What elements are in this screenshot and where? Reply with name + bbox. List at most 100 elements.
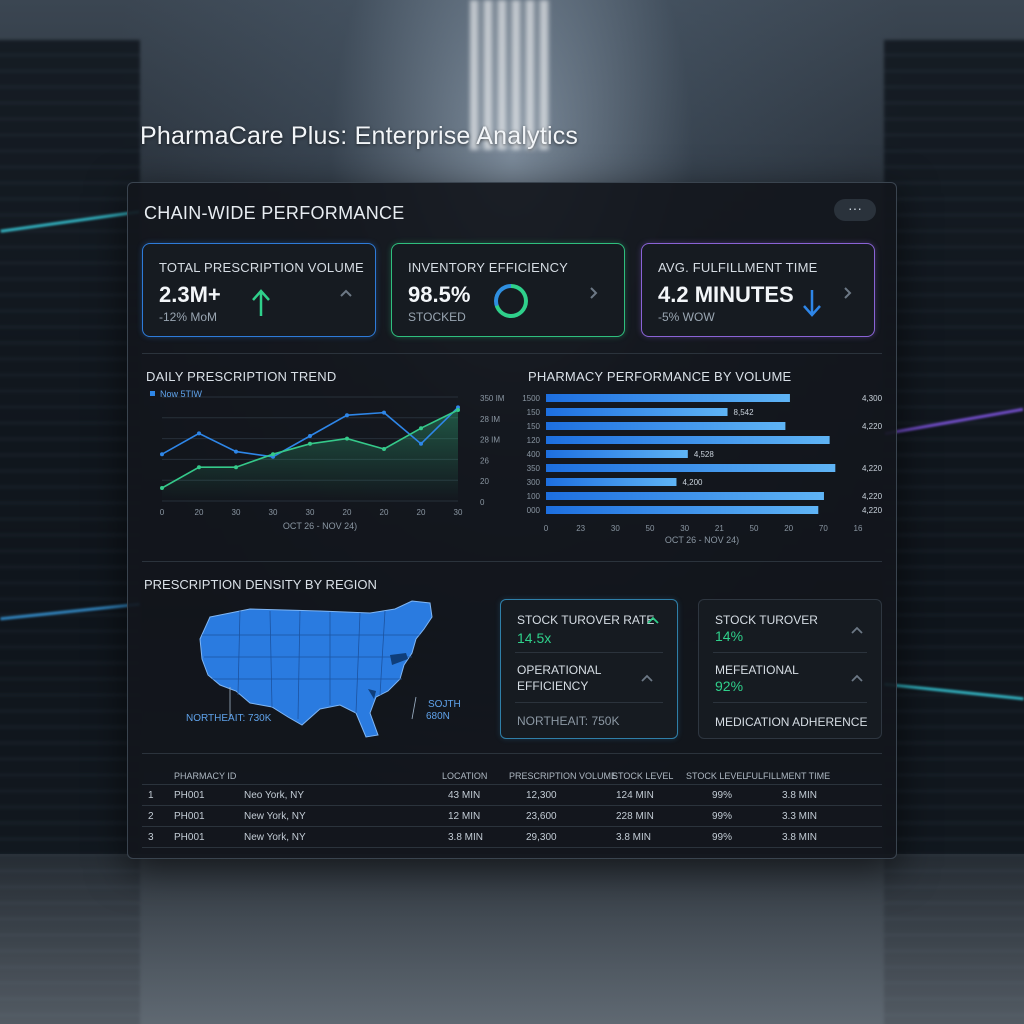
- bar: [546, 478, 677, 486]
- column-header[interactable]: PRESCRIPTION VOLUME: [509, 771, 618, 781]
- x-tick-label: 20: [195, 508, 204, 517]
- data-point: [234, 449, 238, 454]
- map-label-south-value: 680N: [426, 711, 450, 722]
- category-label: 400: [527, 450, 541, 459]
- chevron-right-icon: [590, 287, 598, 299]
- more-options-button[interactable]: ···: [834, 199, 876, 221]
- table-cell-pct: 99%: [712, 832, 733, 843]
- y-tick-label: 350 IM: [480, 394, 505, 403]
- x-tick-label: 30: [232, 508, 241, 517]
- stat-value: 92%: [715, 678, 744, 694]
- table-cell-city: Neo York, NY: [244, 790, 305, 801]
- stat-label: OPERATIONAL: [517, 663, 602, 677]
- bar-chart-title: PHARMACY PERFORMANCE BY VOLUME: [528, 369, 792, 384]
- x-tick-label: 20: [380, 508, 389, 517]
- data-point: [345, 436, 349, 441]
- trend-line-chart: 350 IM 28 IM 28 IM 26 20 0 0 20 30 30 30 20 20 20 30 OC…: [150, 389, 505, 531]
- x-tick-label: 20: [343, 508, 352, 517]
- arrow-down-icon: [803, 290, 821, 317]
- x-tick-label: 30: [454, 508, 463, 517]
- column-header[interactable]: PHARMACY ID: [174, 771, 237, 781]
- chevron-right-icon: [844, 287, 852, 299]
- x-tick-label: 20: [784, 524, 793, 533]
- column-header[interactable]: STOCK LEVEL: [612, 771, 674, 781]
- x-tick-label: 23: [576, 524, 585, 533]
- data-point: [419, 441, 423, 446]
- bar: [546, 464, 836, 472]
- table-header: PHARMACY ID LOCATION PRESCRIPTION VOLUME…: [142, 765, 882, 785]
- x-tick-label: 30: [306, 508, 315, 517]
- panel-title: CHAIN-WIDE PERFORMANCE: [144, 203, 405, 223]
- stat-label: STOCK TUROVER RATE: [517, 613, 655, 627]
- stat-card-stock-turnover-rate[interactable]: STOCK TUROVER RATE 14.5x OPERATIONAL EFF…: [500, 599, 678, 739]
- table-row[interactable]: 2 PH001 New York, NY 12 MIN 23,600 228 MIN 99%…: [142, 806, 882, 827]
- category-label: 1500: [522, 394, 540, 403]
- kpi-card-prescription-volume[interactable]: TOTAL PRESCRIPTION VOLUME 2.3M+ -12% MoM: [142, 243, 376, 337]
- table-cell-pct: 99%: [712, 790, 733, 801]
- divider: [713, 652, 867, 653]
- x-tick-label: 0: [160, 508, 165, 517]
- legend-label: Now 5TIW: [160, 389, 203, 399]
- y-tick-label: 0: [480, 498, 485, 507]
- us-density-map[interactable]: [180, 595, 450, 745]
- stat-value: 14%: [715, 628, 744, 644]
- table-row[interactable]: 1 PH001 Neo York, NY 43 MIN 12,300 124 MIN 99%…: [142, 785, 882, 806]
- column-header[interactable]: LOCATION: [442, 771, 488, 781]
- x-tick-label: 70: [819, 524, 828, 533]
- x-tick-label: 30: [680, 524, 689, 533]
- bar: [546, 492, 824, 500]
- stat-footer: NORTHEAIT: 750K: [517, 714, 620, 728]
- table-cell-vol: 12,300: [526, 790, 557, 801]
- table-cell-n: 1: [148, 790, 154, 801]
- chevron-up-icon: [340, 289, 352, 297]
- category-label: 150: [527, 408, 541, 417]
- kpi-card-fulfillment-time[interactable]: AVG. FULFILLMENT TIME 4.2 MINUTES -5% WO…: [641, 243, 875, 337]
- page-title: PharmaCare Plus: Enterprise Analytics: [140, 122, 579, 150]
- data-point: [382, 447, 386, 451]
- x-tick-label: 30: [269, 508, 278, 517]
- column-header[interactable]: FULFILLMENT TIME: [746, 771, 831, 781]
- table-cell-n: 2: [148, 811, 154, 822]
- table-cell-loc: 3.8 MIN: [448, 832, 484, 843]
- data-label: 8,542: [734, 408, 755, 417]
- pharmacy-table: PHARMACY ID LOCATION PRESCRIPTION VOLUME…: [142, 765, 882, 848]
- y-tick-label: 20: [480, 477, 489, 486]
- x-tick-label: 21: [715, 524, 724, 533]
- x-tick-label: 16: [854, 524, 863, 533]
- category-label: 000: [527, 506, 541, 515]
- stat-card-stock-turnover[interactable]: STOCK TUROVER 14% MEFEATIONAL 92% MEDICA…: [698, 599, 882, 739]
- series-area: [162, 410, 458, 501]
- table-cell-city: New York, NY: [244, 811, 306, 822]
- kpi-label: INVENTORY EFFICIENCY: [408, 260, 569, 275]
- kpi-sub: STOCKED: [408, 310, 466, 324]
- table-row[interactable]: 3 PH001 New York, NY 3.8 MIN 29,300 3.8 MIN 99…: [142, 827, 882, 848]
- y-tick-label: 26: [480, 456, 489, 465]
- data-point: [234, 465, 238, 470]
- bar: [546, 408, 728, 416]
- data-label: 4,220: [862, 492, 883, 501]
- kpi-value: 4.2 MINUTES: [658, 282, 794, 307]
- table-cell-id: PH001: [174, 832, 205, 843]
- data-point: [382, 410, 386, 415]
- kpi-sub: -12% MoM: [159, 310, 218, 324]
- progress-ring-icon: [494, 284, 528, 318]
- table-cell-loc: 12 MIN: [448, 811, 481, 822]
- stat-label: EFFICIENCY: [517, 679, 589, 693]
- stat-value: 14.5x: [517, 630, 552, 646]
- kpi-card-inventory-efficiency[interactable]: INVENTORY EFFICIENCY 98.5% STOCKED: [391, 243, 625, 337]
- bar: [546, 422, 786, 430]
- chevron-up-icon: [647, 616, 659, 624]
- table-cell-stock: 3.8 MIN: [616, 832, 652, 843]
- data-label: 4,220: [862, 506, 883, 515]
- bar: [546, 394, 790, 402]
- stat-label: STOCK TUROVER: [715, 613, 818, 627]
- column-header[interactable]: STOCK LEVEL: [686, 771, 748, 781]
- map-label-northeast: NORTHEAIT: 730K: [186, 713, 272, 724]
- data-label: 4,528: [694, 450, 715, 459]
- x-tick-label: 50: [750, 524, 759, 533]
- data-point: [197, 465, 201, 470]
- map-label-south: SOJTH: [428, 699, 461, 710]
- x-tick-label: 20: [417, 508, 426, 517]
- table-cell-city: New York, NY: [244, 832, 306, 843]
- x-axis-caption: OCT 26 - NOV 24): [283, 521, 357, 531]
